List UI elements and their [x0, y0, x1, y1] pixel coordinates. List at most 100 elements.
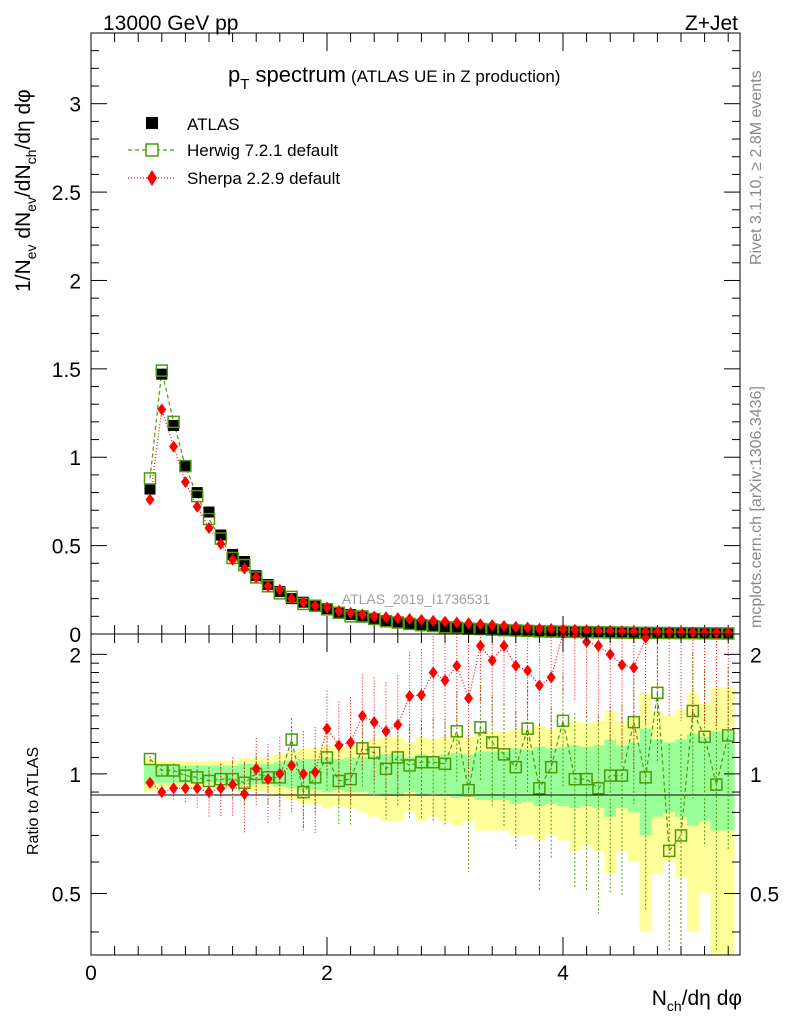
herwig-ratio-point: [167, 764, 180, 777]
band-inner: [568, 745, 582, 809]
sherpa-ratio-point: [322, 722, 332, 735]
atlas-point: [156, 368, 168, 380]
sherpa-point: [499, 620, 509, 633]
sherpa-ratio-point: [714, 634, 719, 637]
sherpa-ratio-point: [629, 661, 639, 674]
sherpa-ratio-point: [287, 759, 297, 772]
sherpa-ratio-point: [228, 778, 238, 791]
sherpa-point: [180, 475, 190, 488]
sherpa-point: [593, 624, 603, 637]
sherpa-ratio-point: [334, 739, 344, 752]
band-inner: [557, 746, 570, 807]
sherpa-ratio-point: [357, 709, 367, 722]
legend-label-herwig: Herwig 7.2.1 default: [187, 141, 338, 160]
header-left: 13000 GeV pp: [103, 12, 238, 35]
atlas-point: [238, 556, 250, 568]
herwig-ratio-point: [379, 762, 393, 776]
sherpa-point: [440, 615, 450, 628]
sherpa-ratio-point: [381, 725, 391, 738]
band-inner: [686, 734, 700, 826]
sherpa-ratio-point: [511, 659, 521, 672]
sherpa-point: [322, 601, 332, 614]
herwig-ratio-point: [485, 736, 499, 749]
sherpa-ratio-point: [534, 679, 544, 692]
ratio-ticks: 0.5 0.5 1 1 2 2 0 2 4: [52, 634, 779, 985]
sherpa-ratio-point: [310, 766, 320, 779]
legend-marker-sherpa: [147, 170, 157, 186]
header-right: Z+Jet: [685, 12, 738, 35]
atlas-point: [179, 460, 191, 472]
sherpa-ratio-point: [204, 786, 214, 799]
herwig-point: [143, 472, 157, 485]
sherpa-point: [546, 623, 556, 636]
sherpa-point: [287, 592, 297, 605]
sherpa-ratio-point: [192, 782, 202, 795]
main-ytick-label: 2.5: [52, 182, 81, 205]
herwig-ratio-point: [474, 721, 487, 734]
sherpa-point: [228, 553, 238, 566]
sherpa-point: [629, 625, 639, 638]
herwig-ratio-point: [556, 714, 570, 728]
herwig-ratio-point: [533, 782, 546, 795]
band-inner: [604, 739, 617, 817]
sherpa-point: [664, 626, 674, 639]
band-inner: [651, 739, 664, 817]
herwig-point: [167, 415, 180, 429]
sherpa-point: [216, 537, 226, 550]
sherpa-point: [511, 620, 521, 633]
main-ytick-label: 2: [69, 270, 81, 293]
herwig-ratio-point: [544, 760, 558, 774]
sherpa-ratio-point: [440, 674, 450, 687]
sherpa-point: [192, 500, 202, 513]
sherpa-ratio-point: [523, 664, 533, 677]
herwig-point: [179, 459, 192, 473]
herwig-ratio-point: [686, 704, 700, 718]
main-series: [143, 364, 735, 640]
atlas-point: [144, 483, 156, 495]
sherpa-ratio-point: [239, 787, 249, 800]
band-inner: [356, 757, 369, 793]
sherpa-ratio-point: [251, 762, 261, 775]
herwig-ratio-point: [721, 729, 735, 742]
main-ytick-label: 0.5: [52, 536, 81, 559]
ratio-frame: [90, 633, 741, 956]
ratio-ytick-label-right: 2: [750, 644, 762, 667]
sherpa-point: [405, 612, 415, 625]
herwig-ratio-point: [580, 772, 593, 786]
herwig-ratio-point: [698, 730, 711, 744]
sherpa-point: [251, 571, 261, 584]
sherpa-ratio-point: [298, 767, 308, 780]
sherpa-point: [416, 613, 426, 626]
sherpa-point: [145, 493, 155, 506]
sherpa-point: [310, 599, 320, 612]
sherpa-point: [711, 626, 721, 639]
atlas-point: [191, 487, 203, 499]
main-ylabel: 1/Nev dNev/dNch/dη dφ: [12, 89, 39, 292]
sherpa-point: [381, 611, 391, 624]
herwig-ratio-point: [615, 769, 629, 782]
sherpa-ratio-point: [169, 782, 179, 795]
sherpa-ratio-point: [641, 634, 651, 644]
sherpa-point: [558, 623, 568, 636]
ratio-ytick-label: 0.5: [52, 883, 81, 906]
main-ytick-label: 1.5: [52, 359, 81, 382]
sherpa-ratio-point: [369, 716, 379, 729]
ratio-ytick-label-right: 1: [750, 764, 762, 787]
sherpa-point: [641, 625, 651, 638]
sherpa-ratio-point: [416, 688, 426, 701]
legend: ATLAS Herwig 7.2.1 default Sherpa 2.2.9 …: [128, 115, 340, 188]
sherpa-ratio-point: [145, 776, 155, 789]
plot-title: pT spectrum (ATLAS UE in Z production): [228, 62, 560, 93]
sherpa-point: [298, 596, 308, 609]
band-inner: [167, 765, 180, 783]
x-axis-label: Nch/dη dφ: [652, 987, 742, 1014]
herwig-ratio-point: [450, 725, 464, 738]
sherpa-ratio-point: [216, 782, 226, 795]
sherpa-ratio-point: [487, 654, 497, 667]
ratio-ytick-label-right: 0.5: [750, 883, 779, 906]
main-ticks: 0 0.5 1 1.5 2 2.5 3: [52, 33, 740, 647]
herwig-ratio-point: [497, 748, 511, 761]
ratio-ylabel: Ratio to ATLAS: [25, 747, 42, 855]
sherpa-ratio-point: [346, 736, 356, 749]
sherpa-point: [263, 580, 273, 593]
